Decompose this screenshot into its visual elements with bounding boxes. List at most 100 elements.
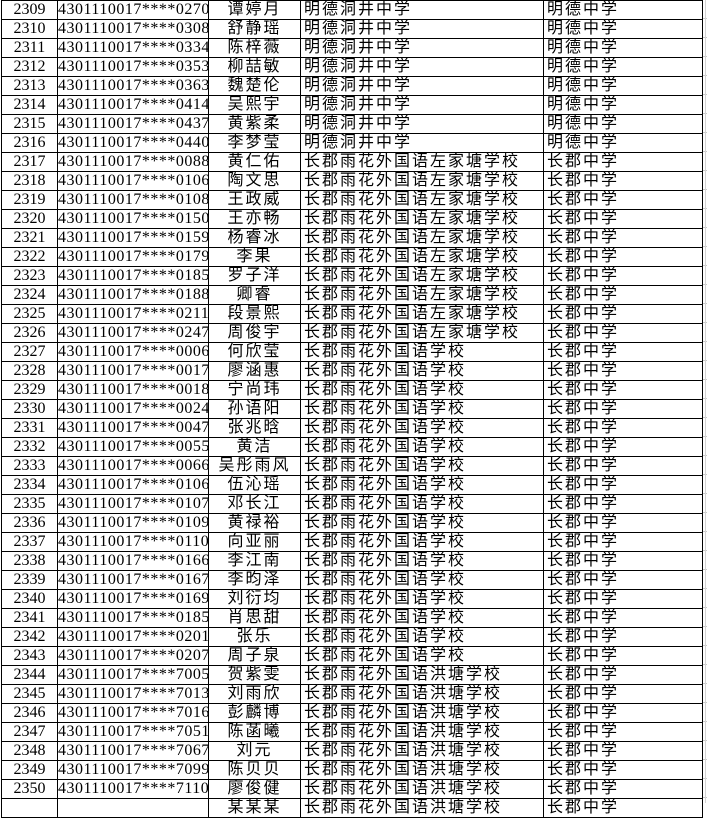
graduate-school-cell[interactable]: 长郡雨花外国语洪塘学校 [301, 742, 544, 761]
admitted-school-cell[interactable]: 长郡中学 [544, 742, 703, 761]
student-id-cell[interactable]: 4301110017****0185 [58, 267, 209, 286]
admitted-school-cell[interactable]: 长郡中学 [544, 229, 703, 248]
student-name-cell[interactable]: 李江南 [209, 552, 301, 571]
student-name-cell[interactable]: 廖俊健 [209, 780, 301, 799]
admitted-school-cell[interactable]: 长郡中学 [544, 799, 703, 818]
student-id-cell[interactable]: 4301110017****0270 [58, 1, 209, 20]
student-id-cell[interactable]: 4301110017****0353 [58, 58, 209, 77]
graduate-school-cell[interactable]: 长郡雨花外国语学校 [301, 343, 544, 362]
graduate-school-cell[interactable]: 长郡雨花外国语学校 [301, 552, 544, 571]
graduate-school-cell[interactable]: 长郡雨花外国语学校 [301, 457, 544, 476]
admitted-school-cell[interactable]: 明德中学 [544, 1, 703, 20]
graduate-school-cell[interactable]: 长郡雨花外国语学校 [301, 533, 544, 552]
student-name-cell[interactable]: 陈贝贝 [209, 761, 301, 780]
student-name-cell[interactable]: 某某某 [209, 799, 301, 818]
row-number-cell[interactable]: 2324 [2, 286, 58, 305]
row-number-cell[interactable] [2, 799, 58, 818]
student-name-cell[interactable]: 陈菡曦 [209, 723, 301, 742]
row-number-cell[interactable]: 2350 [2, 780, 58, 799]
row-number-cell[interactable]: 2342 [2, 628, 58, 647]
graduate-school-cell[interactable]: 明德洞井中学 [301, 134, 544, 153]
row-number-cell[interactable]: 2325 [2, 305, 58, 324]
student-id-cell[interactable]: 4301110017****0018 [58, 381, 209, 400]
graduate-school-cell[interactable]: 长郡雨花外国语左家塘学校 [301, 248, 544, 267]
row-number-cell[interactable]: 2344 [2, 666, 58, 685]
row-number-cell[interactable]: 2334 [2, 476, 58, 495]
admitted-school-cell[interactable]: 长郡中学 [544, 191, 703, 210]
student-id-cell[interactable]: 4301110017****0440 [58, 134, 209, 153]
student-id-cell[interactable]: 4301110017****0110 [58, 533, 209, 552]
admitted-school-cell[interactable]: 长郡中学 [544, 761, 703, 780]
admitted-school-cell[interactable]: 长郡中学 [544, 571, 703, 590]
student-id-cell[interactable]: 4301110017****0150 [58, 210, 209, 229]
admitted-school-cell[interactable]: 长郡中学 [544, 172, 703, 191]
student-id-cell[interactable]: 4301110017****0201 [58, 628, 209, 647]
student-name-cell[interactable]: 黄仁佑 [209, 153, 301, 172]
student-id-cell[interactable]: 4301110017****0107 [58, 495, 209, 514]
student-name-cell[interactable]: 宁尚玮 [209, 381, 301, 400]
row-number-cell[interactable]: 2314 [2, 96, 58, 115]
admitted-school-cell[interactable]: 明德中学 [544, 96, 703, 115]
row-number-cell[interactable]: 2316 [2, 134, 58, 153]
admitted-school-cell[interactable]: 长郡中学 [544, 438, 703, 457]
graduate-school-cell[interactable]: 长郡雨花外国语学校 [301, 628, 544, 647]
graduate-school-cell[interactable]: 长郡雨花外国语洪塘学校 [301, 761, 544, 780]
student-id-cell[interactable] [58, 799, 209, 818]
row-number-cell[interactable]: 2347 [2, 723, 58, 742]
graduate-school-cell[interactable]: 长郡雨花外国语洪塘学校 [301, 799, 544, 818]
admitted-school-cell[interactable]: 长郡中学 [544, 609, 703, 628]
row-number-cell[interactable]: 2310 [2, 20, 58, 39]
graduate-school-cell[interactable]: 长郡雨花外国语学校 [301, 362, 544, 381]
student-name-cell[interactable]: 李昀泽 [209, 571, 301, 590]
student-id-cell[interactable]: 4301110017****0055 [58, 438, 209, 457]
student-name-cell[interactable]: 刘元 [209, 742, 301, 761]
student-name-cell[interactable]: 段景熙 [209, 305, 301, 324]
student-name-cell[interactable]: 黄禄裕 [209, 514, 301, 533]
student-id-cell[interactable]: 4301110017****0247 [58, 324, 209, 343]
student-name-cell[interactable]: 贺紫雯 [209, 666, 301, 685]
student-name-cell[interactable]: 刘雨欣 [209, 685, 301, 704]
graduate-school-cell[interactable]: 明德洞井中学 [301, 1, 544, 20]
row-number-cell[interactable]: 2346 [2, 704, 58, 723]
admitted-school-cell[interactable]: 长郡中学 [544, 704, 703, 723]
admitted-school-cell[interactable]: 明德中学 [544, 134, 703, 153]
row-number-cell[interactable]: 2319 [2, 191, 58, 210]
row-number-cell[interactable]: 2341 [2, 609, 58, 628]
row-number-cell[interactable]: 2322 [2, 248, 58, 267]
row-number-cell[interactable]: 2321 [2, 229, 58, 248]
admitted-school-cell[interactable]: 长郡中学 [544, 305, 703, 324]
student-id-cell[interactable]: 4301110017****0179 [58, 248, 209, 267]
student-id-cell[interactable]: 4301110017****7013 [58, 685, 209, 704]
row-number-cell[interactable]: 2323 [2, 267, 58, 286]
row-number-cell[interactable]: 2313 [2, 77, 58, 96]
row-number-cell[interactable]: 2320 [2, 210, 58, 229]
admitted-school-cell[interactable]: 长郡中学 [544, 552, 703, 571]
row-number-cell[interactable]: 2326 [2, 324, 58, 343]
student-id-cell[interactable]: 4301110017****0211 [58, 305, 209, 324]
graduate-school-cell[interactable]: 明德洞井中学 [301, 39, 544, 58]
row-number-cell[interactable]: 2343 [2, 647, 58, 666]
student-name-cell[interactable]: 张乐 [209, 628, 301, 647]
graduate-school-cell[interactable]: 长郡雨花外国语洪塘学校 [301, 685, 544, 704]
student-name-cell[interactable]: 李梦莹 [209, 134, 301, 153]
row-number-cell[interactable]: 2337 [2, 533, 58, 552]
row-number-cell[interactable]: 2317 [2, 153, 58, 172]
student-name-cell[interactable]: 吴熙宇 [209, 96, 301, 115]
student-id-cell[interactable]: 4301110017****0024 [58, 400, 209, 419]
row-number-cell[interactable]: 2318 [2, 172, 58, 191]
admitted-school-cell[interactable]: 长郡中学 [544, 685, 703, 704]
graduate-school-cell[interactable]: 长郡雨花外国语左家塘学校 [301, 305, 544, 324]
student-name-cell[interactable]: 陈梓薇 [209, 39, 301, 58]
student-name-cell[interactable]: 伍沁瑶 [209, 476, 301, 495]
student-name-cell[interactable]: 刘衍均 [209, 590, 301, 609]
graduate-school-cell[interactable]: 长郡雨花外国语学校 [301, 400, 544, 419]
admitted-school-cell[interactable]: 长郡中学 [544, 495, 703, 514]
graduate-school-cell[interactable]: 明德洞井中学 [301, 58, 544, 77]
graduate-school-cell[interactable]: 明德洞井中学 [301, 115, 544, 134]
graduate-school-cell[interactable]: 长郡雨花外国语左家塘学校 [301, 172, 544, 191]
student-id-cell[interactable]: 4301110017****0159 [58, 229, 209, 248]
graduate-school-cell[interactable]: 长郡雨花外国语左家塘学校 [301, 153, 544, 172]
admitted-school-cell[interactable]: 明德中学 [544, 58, 703, 77]
student-id-cell[interactable]: 4301110017****0363 [58, 77, 209, 96]
graduate-school-cell[interactable]: 长郡雨花外国语洪塘学校 [301, 666, 544, 685]
